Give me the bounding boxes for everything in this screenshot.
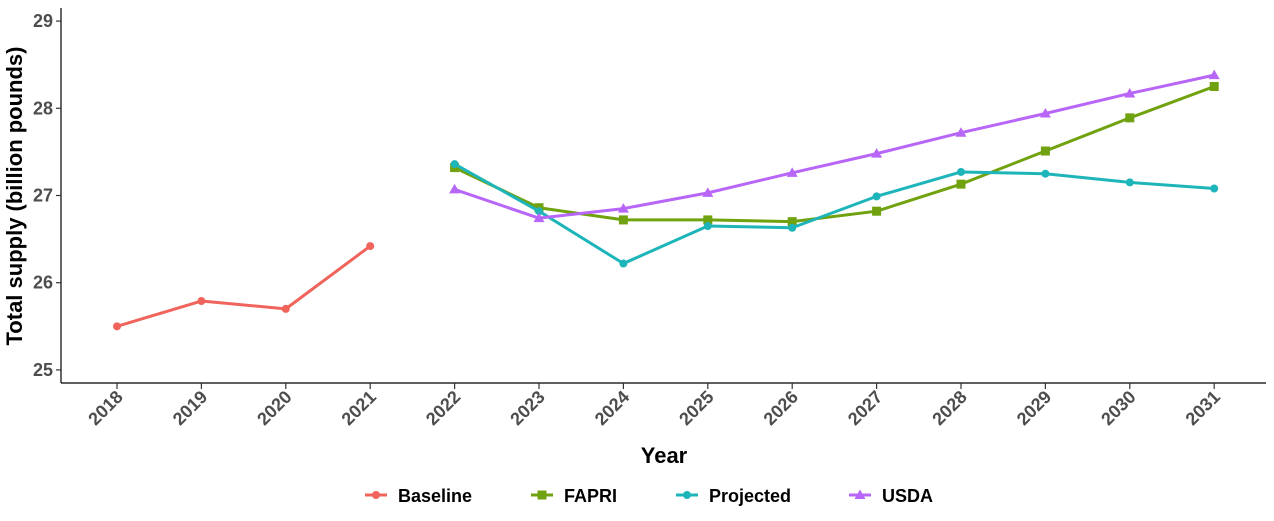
- data-point-baseline: [197, 297, 206, 306]
- x-tick-label: 2019: [169, 387, 211, 429]
- data-point-fapri: [1209, 81, 1219, 91]
- legend-label: Baseline: [398, 486, 472, 506]
- data-point-baseline: [281, 304, 290, 313]
- axes-layer: [60, 8, 1266, 384]
- x-tick-label: 2018: [84, 387, 126, 429]
- series-line-projected: [453, 162, 1216, 266]
- x-tick-label: 2025: [675, 387, 717, 429]
- data-point-projected: [872, 192, 881, 201]
- series-line-usda: [453, 73, 1216, 220]
- series-projected: [450, 160, 1219, 268]
- data-point-fapri: [872, 206, 882, 216]
- series-line-baseline: [115, 244, 372, 328]
- data-point-projected: [619, 259, 628, 268]
- data-point-projected: [788, 223, 797, 232]
- y-tick-label: 25: [33, 360, 53, 380]
- x-tick-label: 2026: [760, 387, 802, 429]
- series-usda: [449, 69, 1220, 223]
- data-point-projected: [957, 167, 965, 176]
- data-point-usda: [702, 187, 714, 197]
- y-tick-label: 29: [33, 11, 53, 31]
- data-point-projected: [1041, 169, 1050, 178]
- data-point-projected: [1210, 184, 1219, 193]
- y-tick-label: 28: [33, 98, 53, 118]
- data-point-usda: [1124, 87, 1136, 98]
- y-axis-title: Total supply (billion pounds): [2, 47, 27, 346]
- data-point-fapri: [1125, 113, 1135, 123]
- data-point-usda: [1208, 69, 1220, 80]
- data-point-fapri: [956, 179, 966, 189]
- data-point-fapri: [618, 215, 628, 225]
- legend-item-baseline: Baseline: [365, 486, 472, 506]
- data-point-fapri: [1040, 146, 1050, 156]
- data-point-projected: [703, 222, 712, 231]
- data-point-baseline: [113, 322, 121, 331]
- x-axis-title: Year: [641, 443, 688, 468]
- data-point-usda: [1039, 108, 1051, 118]
- x-tick-label: 2027: [844, 387, 886, 429]
- series-baseline: [113, 242, 375, 331]
- legend-label: USDA: [882, 486, 933, 506]
- legend-label: Projected: [709, 486, 791, 506]
- y-tick-label: 27: [33, 186, 53, 206]
- series-layer: [113, 69, 1220, 331]
- x-tick-label: 2028: [928, 387, 970, 429]
- data-point-projected: [450, 160, 459, 169]
- legend-item-fapri: FAPRI: [531, 486, 617, 506]
- data-point-usda: [533, 212, 545, 223]
- legend-key-marker: [854, 489, 866, 499]
- series-fapri: [450, 81, 1219, 227]
- x-tick-label: 2022: [422, 387, 464, 429]
- data-point-projected: [1125, 178, 1134, 187]
- data-point-baseline: [366, 242, 375, 251]
- series-line-fapri: [453, 84, 1216, 224]
- data-point-usda: [449, 183, 461, 194]
- legend-key-marker: [372, 491, 380, 499]
- x-tick-label: 2029: [1013, 387, 1055, 429]
- x-tick-label: 2021: [338, 387, 380, 429]
- x-tick-label: 2031: [1182, 387, 1224, 429]
- x-tick-label: 2023: [506, 387, 548, 429]
- legend: Baseline FAPRI Projected USDA: [365, 486, 933, 506]
- data-point-usda: [871, 148, 883, 158]
- data-point-fapri: [703, 215, 713, 225]
- legend-key-marker: [683, 491, 691, 499]
- data-point-projected: [535, 207, 543, 216]
- legend-label: FAPRI: [564, 486, 617, 506]
- legend-key-marker: [537, 490, 547, 500]
- x-tick-label: 2020: [253, 387, 295, 429]
- data-point-fapri: [787, 217, 797, 227]
- data-point-usda: [617, 203, 629, 213]
- legend-item-usda: USDA: [849, 486, 933, 506]
- data-point-usda: [786, 167, 798, 177]
- data-point-usda: [955, 127, 967, 137]
- x-tick-label: 2030: [1097, 387, 1139, 429]
- legend-item-projected: Projected: [676, 486, 791, 506]
- y-tick-label: 26: [33, 273, 53, 293]
- x-tick-label: 2024: [591, 387, 633, 429]
